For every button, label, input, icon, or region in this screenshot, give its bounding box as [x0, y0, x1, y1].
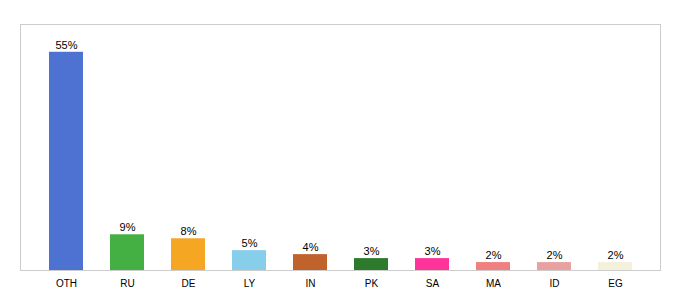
svg-text:55%: 55%	[55, 39, 77, 51]
svg-text:3%: 3%	[364, 245, 380, 257]
svg-text:5%: 5%	[242, 237, 258, 249]
svg-text:ID: ID	[550, 278, 560, 289]
svg-text:OTH: OTH	[56, 278, 77, 289]
svg-text:2%: 2%	[547, 249, 563, 261]
svg-text:2%: 2%	[608, 249, 624, 261]
svg-text:MA: MA	[486, 278, 501, 289]
svg-text:2%: 2%	[486, 249, 502, 261]
svg-text:9%: 9%	[120, 221, 136, 233]
svg-text:IN: IN	[306, 278, 316, 289]
svg-text:4%: 4%	[303, 241, 319, 253]
svg-text:PK: PK	[365, 278, 379, 289]
svg-text:SA: SA	[426, 278, 440, 289]
svg-text:RU: RU	[120, 278, 134, 289]
svg-text:DE: DE	[182, 278, 196, 289]
svg-text:3%: 3%	[425, 245, 441, 257]
svg-text:EG: EG	[608, 278, 623, 289]
svg-text:LY: LY	[244, 278, 256, 289]
svg-text:8%: 8%	[181, 225, 197, 237]
